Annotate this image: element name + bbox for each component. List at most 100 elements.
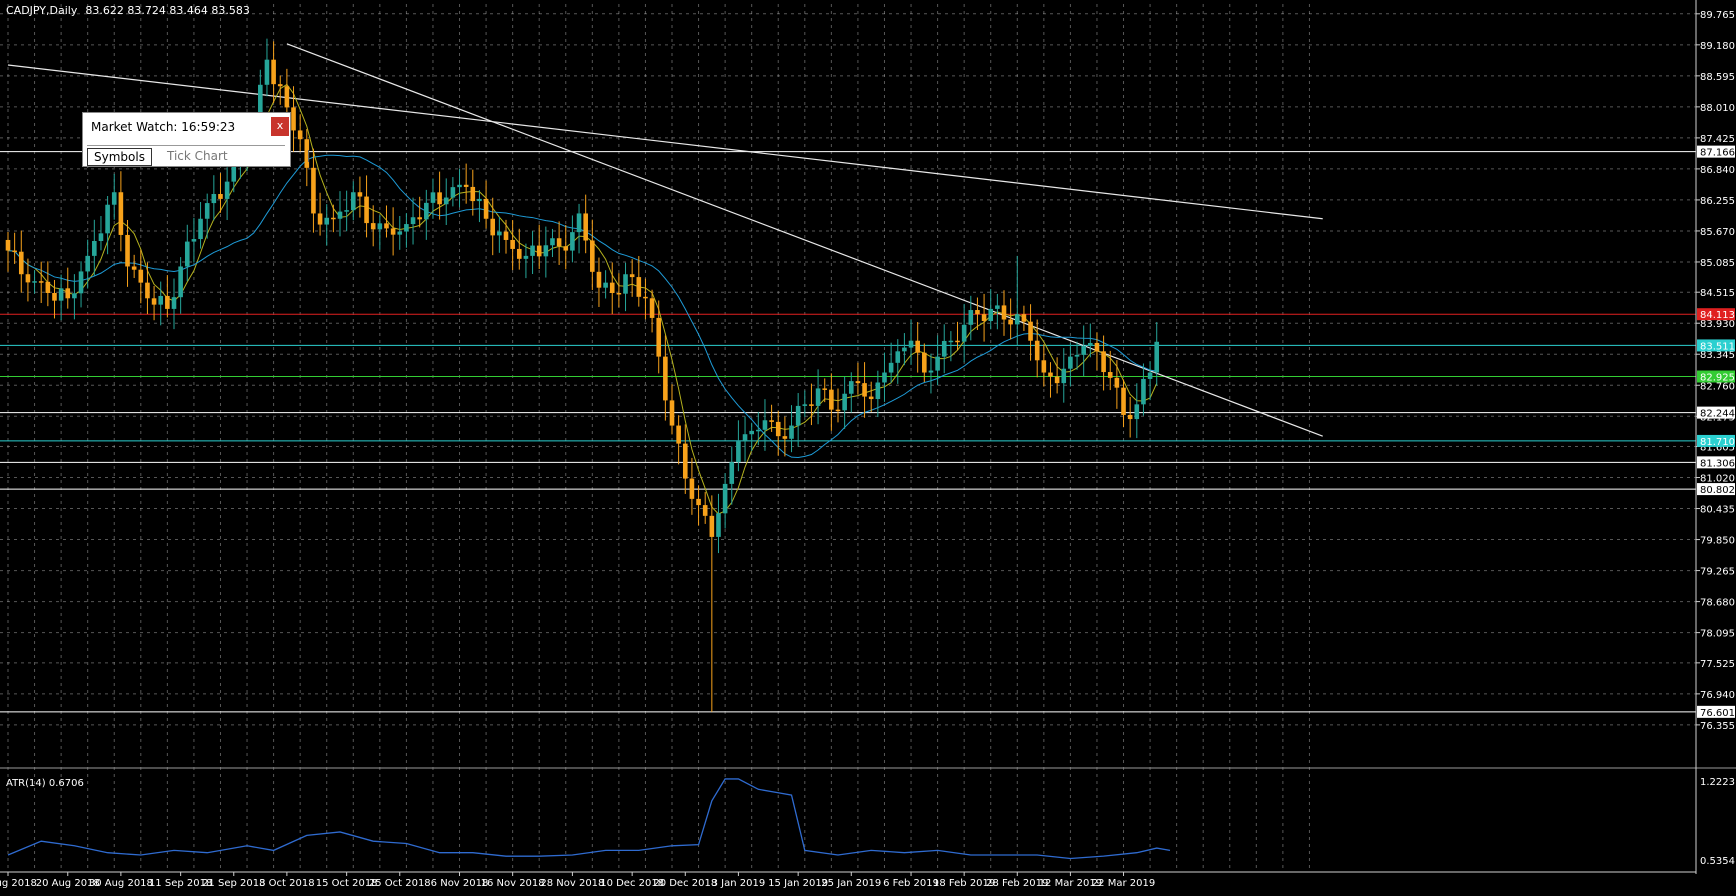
candle-body (1094, 342, 1100, 352)
candle-body (955, 340, 960, 343)
candle-body (815, 388, 821, 406)
chart-grid (0, 4, 1696, 870)
candle-body (32, 281, 37, 283)
candle-body (530, 245, 535, 256)
date-tick-label: 10 Dec 2018 (600, 878, 664, 889)
price-tick-label: 78.680 (1700, 598, 1735, 609)
candle-body (928, 370, 934, 373)
candle-body (477, 198, 482, 202)
date-tick-label: 15 Jan 2019 (768, 878, 828, 889)
candle-body (344, 210, 349, 212)
candle-body (218, 193, 223, 199)
candle-body (795, 405, 801, 426)
candle-body (822, 388, 828, 390)
candle-body (1088, 342, 1093, 347)
candle-body (98, 233, 104, 242)
candle-body (430, 192, 436, 203)
trendline (7, 64, 1323, 220)
candle-body (204, 203, 210, 219)
level-price-label: 84.113 (1700, 310, 1735, 321)
price-tick-label: 76.940 (1700, 690, 1735, 701)
candle-body (1074, 354, 1080, 357)
candle-body (311, 167, 316, 214)
price-tick-label: 77.525 (1700, 659, 1735, 670)
candle-body (457, 184, 462, 188)
candle-body (842, 393, 847, 411)
price-tick-label: 84.515 (1700, 288, 1735, 299)
chart-symbol-label: CADJPY,Daily 83.622 83.724 83.464 83.583 (6, 4, 250, 17)
candle-body (1021, 314, 1027, 322)
candle-body (576, 213, 582, 233)
ma-slow-line (7, 154, 1157, 458)
tab-tick-chart[interactable]: Tick Chart (167, 149, 228, 163)
candle-body (337, 211, 343, 219)
candle-body (1054, 376, 1060, 384)
candle-body (762, 420, 768, 430)
candle-body (941, 340, 947, 357)
candle-body (158, 295, 164, 305)
close-icon[interactable]: x (271, 117, 289, 136)
candle-body (178, 266, 183, 298)
candle-body (882, 372, 887, 383)
price-tick-label: 88.595 (1700, 72, 1735, 83)
candle-body (503, 231, 509, 240)
candle-body (629, 274, 635, 278)
date-tick-label: 6 Feb 2019 (883, 878, 939, 889)
candle-body (1041, 360, 1047, 373)
candle-body (224, 181, 230, 199)
candle-body (5, 239, 11, 251)
date-tick-label: 18 Feb 2019 (933, 878, 995, 889)
date-tick-label: 20 Dec 2018 (653, 878, 717, 889)
candle-body (689, 478, 695, 499)
price-tick-label: 89.180 (1700, 41, 1735, 52)
candle-body (729, 462, 735, 484)
candles (5, 38, 1160, 712)
candle-body (543, 245, 549, 257)
candle-body (271, 59, 276, 85)
candle-body (284, 86, 290, 108)
date-tick-label: 28 Nov 2018 (540, 878, 604, 889)
tab-symbols[interactable]: Symbols (87, 148, 152, 166)
candle-body (390, 228, 396, 235)
candle-body (550, 238, 555, 246)
candle-body (981, 314, 987, 321)
candle-body (855, 381, 861, 384)
level-price-label: 81.306 (1700, 458, 1735, 469)
candle-body (736, 441, 741, 463)
candle-body (1141, 378, 1146, 405)
date-tick-label: 6 Nov 2018 (431, 878, 489, 889)
candle-body (397, 231, 403, 235)
candle-body (85, 255, 90, 272)
candle-body (357, 192, 363, 197)
date-tick-label: 3 Oct 2018 (259, 878, 314, 889)
candle-body (151, 298, 157, 305)
candle-body (948, 340, 954, 343)
horizontal-levels (0, 151, 1696, 713)
candle-body (995, 305, 1000, 309)
candle-body (895, 351, 901, 363)
candle-body (835, 409, 841, 412)
candle-body (636, 277, 642, 297)
candle-body (749, 430, 754, 435)
market-watch-window[interactable]: Market Watch: 16:59:23 x Symbols Tick Ch… (82, 112, 309, 167)
level-price-box (1697, 705, 1735, 718)
market-watch-title: Market Watch: 16:59:23 (91, 120, 236, 134)
level-price-box (1697, 456, 1735, 469)
candle-body (1107, 372, 1113, 378)
candle-body (935, 356, 940, 371)
atr-label: ATR(14) 0.6706 (6, 778, 84, 789)
candle-body (331, 217, 336, 220)
candle-body (702, 505, 708, 516)
candle-body (829, 389, 834, 410)
candle-body (590, 240, 595, 272)
candle-body (789, 425, 794, 439)
candle-body (377, 223, 383, 230)
candle-body (78, 271, 84, 294)
candle-body (264, 59, 270, 85)
level-price-label: 83.511 (1700, 341, 1735, 352)
candle-body (1028, 321, 1033, 341)
candle-body (1147, 372, 1153, 379)
candle-body (868, 396, 874, 400)
